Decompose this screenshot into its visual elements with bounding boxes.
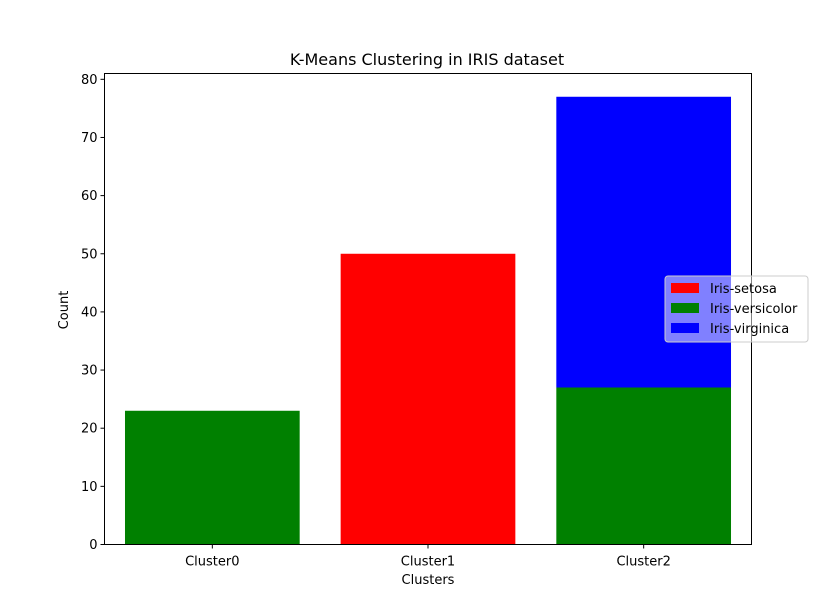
bar-cluster2-iris-versicolor bbox=[556, 387, 732, 545]
y-tick-label: 80 bbox=[81, 73, 98, 88]
y-tick-label: 40 bbox=[81, 305, 98, 320]
legend-box bbox=[664, 275, 809, 343]
bar-cluster0-iris-versicolor bbox=[124, 410, 300, 545]
legend-label: Iris-setosa bbox=[710, 282, 777, 297]
bar-cluster2-iris-virginica bbox=[556, 96, 732, 388]
bars-layer bbox=[124, 96, 732, 545]
legend-swatch-iris-virginica bbox=[671, 323, 699, 333]
chart-title: K-Means Clustering in IRIS dataset bbox=[290, 50, 564, 69]
y-tick-label: 70 bbox=[81, 131, 98, 146]
y-tick-label: 50 bbox=[81, 247, 98, 262]
legend-label: Iris-versicolor bbox=[710, 302, 798, 317]
legend-label: Iris-virginica bbox=[710, 322, 789, 337]
x-tick-label: Cluster2 bbox=[616, 555, 670, 570]
y-tick-label: 0 bbox=[89, 538, 97, 553]
y-axis-label: Count bbox=[57, 291, 72, 330]
x-tick-label: Cluster0 bbox=[185, 555, 239, 570]
bar-cluster1-iris-setosa bbox=[340, 253, 516, 545]
x-axis: Cluster0 Cluster1 Cluster2 bbox=[185, 544, 671, 570]
y-tick-label: 60 bbox=[81, 189, 98, 204]
y-tick-label: 10 bbox=[81, 480, 98, 495]
y-tick-label: 20 bbox=[81, 422, 98, 437]
x-axis-label: Clusters bbox=[402, 573, 455, 588]
y-axis: 0 10 20 30 40 50 60 70 80 bbox=[81, 73, 105, 553]
legend-swatch-iris-versicolor bbox=[671, 303, 699, 313]
x-tick-label: Cluster1 bbox=[401, 555, 455, 570]
y-tick-label: 30 bbox=[81, 364, 98, 379]
legend-swatch-iris-setosa bbox=[671, 283, 699, 293]
legend: Iris-setosa Iris-versicolor Iris-virginica bbox=[664, 275, 809, 343]
